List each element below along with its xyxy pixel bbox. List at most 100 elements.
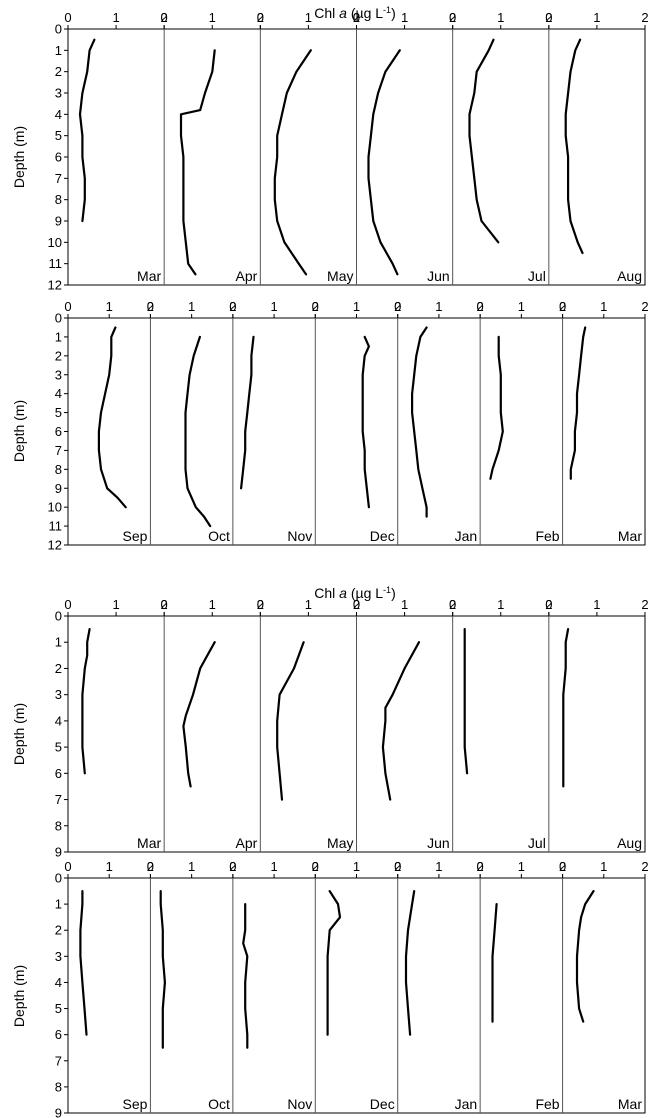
row4-profile-sep <box>79 889 88 1036</box>
row3-depth-tick-3: 3 <box>55 687 62 702</box>
row2-depth-tick-3: 3 <box>55 367 62 382</box>
row1-depth-tick-11: 11 <box>49 256 63 271</box>
row2-panel-4-xtick-0: 0 <box>312 299 319 314</box>
row3-profile-jun <box>381 641 421 801</box>
row1-profile-jun <box>367 49 401 276</box>
row4-panel-2-xtick-2: 2 <box>229 859 236 874</box>
row4-panel-4-xtick-0: 0 <box>312 859 319 874</box>
row1-y-axis-label: Depth (m) <box>11 126 27 188</box>
row2-month-label-sep: Sep <box>123 528 148 544</box>
row1-month-label-jul: Jul <box>528 268 546 284</box>
row4-month-label-sep: Sep <box>123 1096 148 1112</box>
row1-panel-3-xtick-1: 1 <box>305 10 312 25</box>
row4-depth-tick-6: 6 <box>55 1027 62 1042</box>
row3-panel-1-xtick-1: 1 <box>112 597 119 612</box>
row4-panel-1-xtick-0: 0 <box>64 859 71 874</box>
row1-depth-tick-10: 10 <box>48 235 62 250</box>
row1-depth-tick-1: 1 <box>55 43 62 58</box>
row2-profile-feb <box>489 335 504 480</box>
row1-depth-tick-12: 12 <box>48 278 62 293</box>
row4-depth-tick-5: 5 <box>55 1001 62 1016</box>
row2-month-label-oct: Oct <box>208 528 230 544</box>
row4-panel-3-xtick-2: 2 <box>312 859 319 874</box>
row1-panel-6-xtick-2: 2 <box>641 10 648 25</box>
row3-depth-tick-9: 9 <box>55 845 62 860</box>
row4-depth-tick-4: 4 <box>55 975 62 990</box>
row1-depth-tick-6: 6 <box>55 150 62 165</box>
row4-profile-dec <box>326 889 342 1036</box>
row4-panel-2-xtick-0: 0 <box>147 859 154 874</box>
row3-panel-5-xtick-2: 2 <box>545 597 552 612</box>
row2-depth-tick-1: 1 <box>55 329 62 344</box>
row4-depth-tick-8: 8 <box>55 1079 62 1094</box>
row3-depth-tick-2: 2 <box>55 661 62 676</box>
row2-depth-tick-8: 8 <box>55 462 62 477</box>
row1-panel-4-xtick-2: 2 <box>449 10 456 25</box>
row3-profile-may <box>276 641 305 801</box>
row4-panel-7-xtick-2: 2 <box>641 859 648 874</box>
row4-panel-7-xtick-1: 1 <box>600 859 607 874</box>
row4-profile-mar <box>575 889 595 1023</box>
row1-panel-1-xtick-0: 0 <box>64 10 71 25</box>
row2-depth-tick-0: 0 <box>55 311 62 326</box>
row4-panel-4-xtick-1: 1 <box>353 859 360 874</box>
row2-panel-2-xtick-2: 2 <box>229 299 236 314</box>
row2-month-label-jan: Jan <box>455 528 478 544</box>
row3-depth-tick-5: 5 <box>55 740 62 755</box>
row1-panel-2-xtick-0: 0 <box>161 10 168 25</box>
row2-panel-5-xtick-1: 1 <box>435 299 442 314</box>
row2-y-axis-label: Depth (m) <box>11 400 27 462</box>
row3-profile-jul <box>463 627 469 775</box>
row4-panel-5-xtick-1: 1 <box>435 859 442 874</box>
row3-depth-tick-8: 8 <box>55 818 62 833</box>
row2-panel-7-xtick-2: 2 <box>641 299 648 314</box>
row3-y-axis-label: Depth (m) <box>11 703 27 765</box>
row2-panel-4-xtick-1: 1 <box>353 299 360 314</box>
row3-panel-1-xtick-0: 0 <box>64 597 71 612</box>
row4-panel-4-xtick-2: 2 <box>394 859 401 874</box>
row2-panel-1-xtick-0: 0 <box>64 299 71 314</box>
row4-panel-2-xtick-1: 1 <box>188 859 195 874</box>
row2-panel-2-xtick-1: 1 <box>188 299 195 314</box>
row4-month-label-oct: Oct <box>208 1096 230 1112</box>
row3-panel-3-xtick-1: 1 <box>305 597 312 612</box>
row4-profile-jan <box>404 889 416 1036</box>
row2-depth-tick-11: 11 <box>49 519 63 534</box>
row2-month-label-dec: Dec <box>370 528 395 544</box>
row4-depth-tick-1: 1 <box>55 897 62 912</box>
row2-panel-6-xtick-1: 1 <box>518 299 525 314</box>
row1-panel-5-xtick-0: 0 <box>449 10 456 25</box>
top-axis-title: Chl a (µg L-1) <box>314 5 395 21</box>
row1-panel-6-xtick-1: 1 <box>593 10 600 25</box>
row4-panel-6-xtick-2: 2 <box>559 859 566 874</box>
row2-month-label-mar: Mar <box>618 528 642 544</box>
row1-panel-2-xtick-2: 2 <box>257 10 264 25</box>
row2-depth-tick-12: 12 <box>48 538 62 553</box>
row4-month-label-nov: Nov <box>287 1096 312 1112</box>
row2-profile-mar <box>569 326 587 480</box>
row2-panel-4-xtick-2: 2 <box>394 299 401 314</box>
row1-depth-tick-0: 0 <box>55 22 62 37</box>
row1-depth-tick-2: 2 <box>55 64 62 79</box>
row3-profile-mar <box>81 627 91 775</box>
row2-panel-3-xtick-2: 2 <box>312 299 319 314</box>
row3-panel-2-xtick-0: 0 <box>161 597 168 612</box>
row2-panel-7-xtick-1: 1 <box>600 299 607 314</box>
row1-panel-5-xtick-1: 1 <box>497 10 504 25</box>
row2-depth-tick-6: 6 <box>55 424 62 439</box>
row3-depth-tick-0: 0 <box>55 609 62 624</box>
row1-profile-may <box>273 49 312 276</box>
row3-depth-tick-4: 4 <box>55 713 62 728</box>
row2-panel-7-xtick-0: 0 <box>559 299 566 314</box>
row2-panel-1-xtick-1: 1 <box>106 299 113 314</box>
row1-panel-6-xtick-0: 0 <box>545 10 552 25</box>
row2-depth-tick-9: 9 <box>55 481 62 496</box>
row2-depth-tick-4: 4 <box>55 386 62 401</box>
row1-profile-mar <box>78 38 96 223</box>
row3-panel-5-xtick-1: 1 <box>497 597 504 612</box>
row2-panel-1-xtick-2: 2 <box>147 299 154 314</box>
row2-depth-tick-5: 5 <box>55 405 62 420</box>
row1-profile-jul <box>468 38 500 244</box>
row3-panel-1-xtick-2: 2 <box>161 597 168 612</box>
